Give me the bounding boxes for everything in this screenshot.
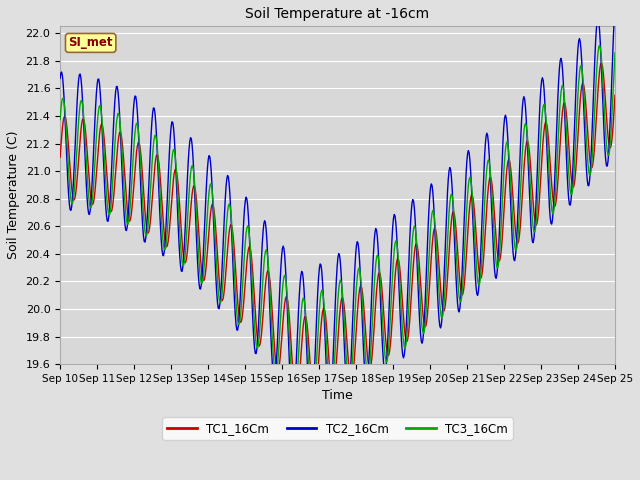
Text: SI_met: SI_met bbox=[68, 36, 113, 49]
Y-axis label: Soil Temperature (C): Soil Temperature (C) bbox=[7, 131, 20, 260]
Title: Soil Temperature at -16cm: Soil Temperature at -16cm bbox=[246, 7, 429, 21]
X-axis label: Time: Time bbox=[322, 389, 353, 402]
Legend: TC1_16Cm, TC2_16Cm, TC3_16Cm: TC1_16Cm, TC2_16Cm, TC3_16Cm bbox=[163, 418, 513, 440]
